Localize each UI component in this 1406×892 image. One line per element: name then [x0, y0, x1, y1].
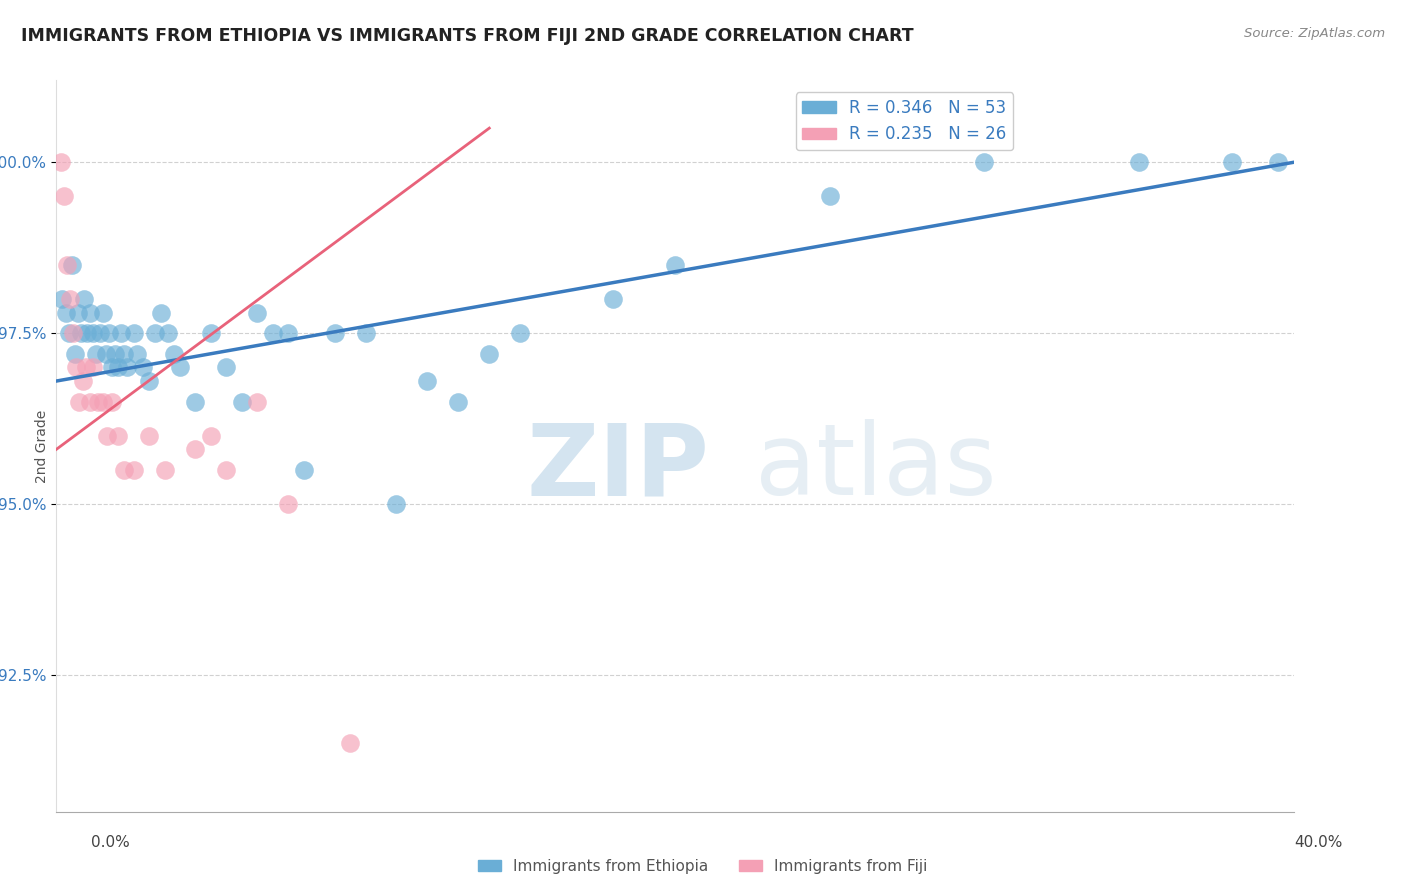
Text: 40.0%: 40.0% — [1295, 836, 1343, 850]
Point — [62, 326, 84, 341]
Point — [65, 360, 87, 375]
Point — [76, 326, 98, 341]
Point — [973, 155, 995, 169]
Point — [262, 326, 284, 341]
Text: IMMIGRANTS FROM ETHIOPIA VS IMMIGRANTS FROM FIJI 2ND GRADE CORRELATION CHART: IMMIGRANTS FROM ETHIOPIA VS IMMIGRANTS F… — [21, 27, 914, 45]
Point — [112, 463, 135, 477]
Point — [132, 360, 155, 375]
Point — [66, 306, 89, 320]
Point — [1267, 155, 1289, 169]
Text: Source: ZipAtlas.com: Source: ZipAtlas.com — [1244, 27, 1385, 40]
Point — [79, 306, 101, 320]
Point — [1220, 155, 1243, 169]
Point — [53, 189, 76, 203]
Point — [323, 326, 346, 341]
Point — [110, 326, 132, 341]
Legend: Immigrants from Ethiopia, Immigrants from Fiji: Immigrants from Ethiopia, Immigrants fro… — [472, 853, 934, 880]
Point — [818, 189, 841, 203]
Point — [82, 326, 104, 341]
Point — [107, 360, 129, 375]
Point — [58, 326, 80, 341]
Point — [184, 394, 207, 409]
Point — [72, 374, 94, 388]
Point — [169, 360, 191, 375]
Point — [478, 347, 501, 361]
Point — [63, 347, 86, 361]
Point — [51, 292, 73, 306]
Point — [96, 429, 118, 443]
Point — [87, 394, 110, 409]
Point — [138, 429, 160, 443]
Point — [79, 394, 101, 409]
Point — [385, 497, 408, 511]
Point — [339, 736, 361, 750]
Point — [231, 394, 253, 409]
Point — [59, 292, 82, 306]
Point — [55, 306, 77, 320]
Point — [246, 306, 269, 320]
Point — [156, 326, 179, 341]
Point — [89, 326, 111, 341]
Point — [104, 347, 127, 361]
Point — [664, 258, 686, 272]
Point — [70, 326, 93, 341]
Point — [602, 292, 624, 306]
Point — [416, 374, 439, 388]
Legend: R = 0.346   N = 53, R = 0.235   N = 26: R = 0.346 N = 53, R = 0.235 N = 26 — [796, 92, 1012, 150]
Point — [200, 429, 222, 443]
Point — [184, 442, 207, 457]
Point — [143, 326, 166, 341]
Point — [150, 306, 173, 320]
Point — [122, 326, 145, 341]
Point — [69, 394, 90, 409]
Text: ZIP: ZIP — [526, 419, 709, 516]
Point — [163, 347, 186, 361]
Point — [277, 497, 299, 511]
Point — [91, 306, 114, 320]
Point — [86, 347, 108, 361]
Point — [97, 326, 120, 341]
Point — [200, 326, 222, 341]
Point — [509, 326, 531, 341]
Point — [101, 360, 124, 375]
Point — [153, 463, 176, 477]
Point — [292, 463, 315, 477]
Point — [94, 347, 117, 361]
Point — [246, 394, 269, 409]
Point — [101, 394, 124, 409]
Y-axis label: 2nd Grade: 2nd Grade — [35, 409, 49, 483]
Point — [122, 463, 145, 477]
Point — [215, 360, 238, 375]
Point — [112, 347, 135, 361]
Point — [107, 429, 129, 443]
Point — [56, 258, 79, 272]
Point — [215, 463, 238, 477]
Point — [354, 326, 377, 341]
Point — [138, 374, 160, 388]
Point — [117, 360, 139, 375]
Point — [1128, 155, 1150, 169]
Point — [125, 347, 148, 361]
Point — [73, 292, 96, 306]
Text: atlas: atlas — [755, 419, 997, 516]
Point — [75, 360, 97, 375]
Text: 0.0%: 0.0% — [91, 836, 131, 850]
Point — [277, 326, 299, 341]
Point — [91, 394, 114, 409]
Point — [447, 394, 470, 409]
Point — [60, 258, 83, 272]
Point — [49, 155, 72, 169]
Point — [82, 360, 104, 375]
